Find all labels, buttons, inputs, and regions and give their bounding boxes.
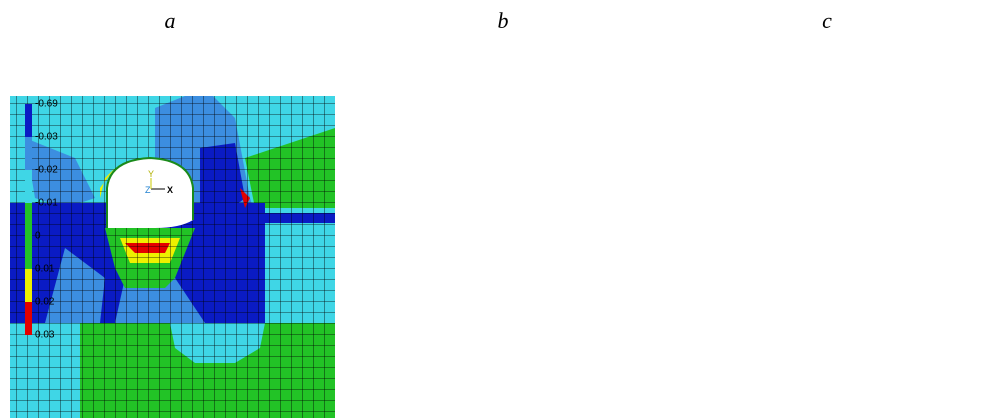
panel-label: c <box>822 8 832 33</box>
contour-region <box>766 168 781 198</box>
legend-swatch <box>25 302 32 335</box>
contour-region <box>746 323 983 418</box>
triad-label: Y <box>484 169 490 179</box>
triad-label: X <box>833 185 839 195</box>
contour-region <box>381 248 441 323</box>
contour-region <box>711 248 771 323</box>
contour-region <box>771 228 861 288</box>
tunnel <box>773 158 859 228</box>
legend-swatch <box>25 203 32 236</box>
tunnel-edge <box>773 158 859 228</box>
contour-panel: YZ X <box>341 48 665 418</box>
legend-label: 0 <box>35 231 41 242</box>
triad-label: Z <box>811 185 817 195</box>
contour-panel: YZ X <box>671 48 983 418</box>
contour-region <box>906 188 916 208</box>
contour-region <box>341 48 665 418</box>
legend-label: -0.02 <box>35 165 58 176</box>
contour-region <box>836 323 931 363</box>
legend-swatch <box>25 170 32 203</box>
triad-label: Y <box>814 169 820 179</box>
tunnel-edge <box>443 158 529 228</box>
legend-swatch <box>25 137 32 170</box>
contour-region <box>456 238 516 263</box>
triad-label: X <box>167 185 173 195</box>
contour-region <box>786 238 846 263</box>
contour-region <box>536 143 581 218</box>
triad-label: Z <box>481 185 487 195</box>
contour-region <box>911 213 983 223</box>
legend-label: -0.01 <box>35 198 58 209</box>
contour-region <box>436 168 451 198</box>
contour-region <box>691 138 761 208</box>
panel-label: b <box>498 8 509 33</box>
triad-label: Y <box>148 169 154 179</box>
legend-label: 0.02 <box>35 297 55 308</box>
contour-region <box>361 138 431 208</box>
contour-region <box>576 188 586 208</box>
contour-region <box>821 88 931 323</box>
tunnel <box>443 158 529 228</box>
contour-region <box>506 323 601 363</box>
contour-region <box>791 243 836 253</box>
legend-label: 0.01 <box>35 264 55 275</box>
legend-swatch <box>25 269 32 302</box>
legend-label: -0.69 <box>35 99 58 110</box>
triad-label: X <box>503 185 509 195</box>
mesh <box>671 48 983 418</box>
contour-region <box>491 88 601 323</box>
triad-label: Z <box>145 185 151 195</box>
mesh <box>341 48 665 418</box>
contour-region <box>671 48 983 418</box>
contour-region <box>581 128 665 208</box>
contour-region <box>781 278 871 323</box>
contour-region <box>451 278 541 323</box>
contour-region <box>911 128 983 208</box>
contour-panel: YZ X -0.69 -0.03 -0.02 -0.01 0 0.01 0.02 0.03 <box>5 48 335 418</box>
contour-region <box>581 213 665 223</box>
contour-region <box>671 203 931 323</box>
panel-label: a <box>165 8 176 33</box>
legend-swatch <box>25 104 32 137</box>
contour-region <box>341 203 601 323</box>
contour-region <box>441 228 531 288</box>
legend-label: -0.03 <box>35 132 58 143</box>
contour-region <box>461 243 506 253</box>
contour-region <box>866 143 911 218</box>
contour-region <box>416 323 665 418</box>
figure: aYZX-0.69-0.03-0.02-0.0100.010.020.03bYZ… <box>0 0 985 418</box>
legend-label: 0.03 <box>35 330 55 341</box>
legend-swatch <box>25 236 32 269</box>
